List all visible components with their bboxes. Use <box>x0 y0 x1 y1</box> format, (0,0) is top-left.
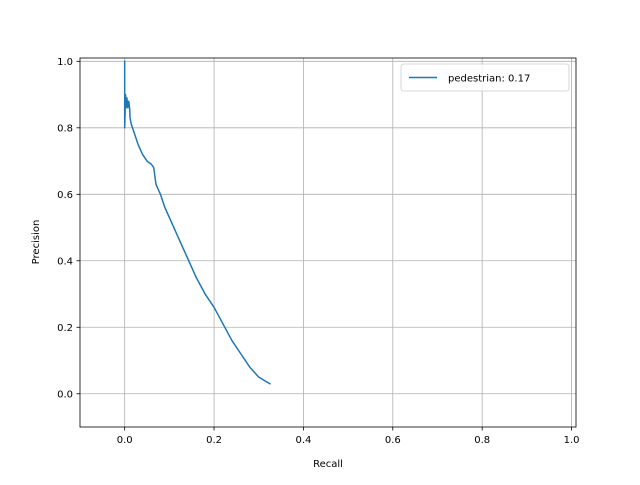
x-tick-label: 1.0 <box>564 435 580 446</box>
tick-marks <box>76 60 572 431</box>
y-tick-label: 0.2 <box>57 323 73 334</box>
plot-area-frame <box>79 57 577 428</box>
y-tick-label: 1.0 <box>57 57 73 68</box>
x-axis-label: Recall <box>313 459 343 470</box>
y-tick-label: 0.4 <box>57 256 73 267</box>
legend: pedestrian: 0.17 <box>400 63 570 92</box>
legend-entry-label: pedestrian: 0.17 <box>448 74 530 85</box>
x-tick-label: 0.4 <box>295 435 311 446</box>
x-tick-label: 0.6 <box>385 435 401 446</box>
series-line-pedestrian <box>123 60 271 385</box>
grid-lines <box>80 58 576 427</box>
plot-area-background <box>80 58 576 427</box>
y-axis-label: Precision <box>31 220 42 265</box>
legend-box <box>400 63 570 92</box>
x-tick-label: 0.0 <box>117 435 133 446</box>
x-tick-label: 0.8 <box>474 435 490 446</box>
x-tick-label: 0.2 <box>206 435 222 446</box>
tick-labels: 0.0 0.2 0.4 0.6 0.8 1.0 0.0 0.2 0.4 0.6 0.8 1.0 <box>57 57 579 446</box>
series-layer <box>123 60 271 385</box>
y-tick-label: 0.6 <box>57 190 73 201</box>
y-tick-label: 0.0 <box>57 389 73 400</box>
y-tick-label: 0.8 <box>57 123 73 134</box>
